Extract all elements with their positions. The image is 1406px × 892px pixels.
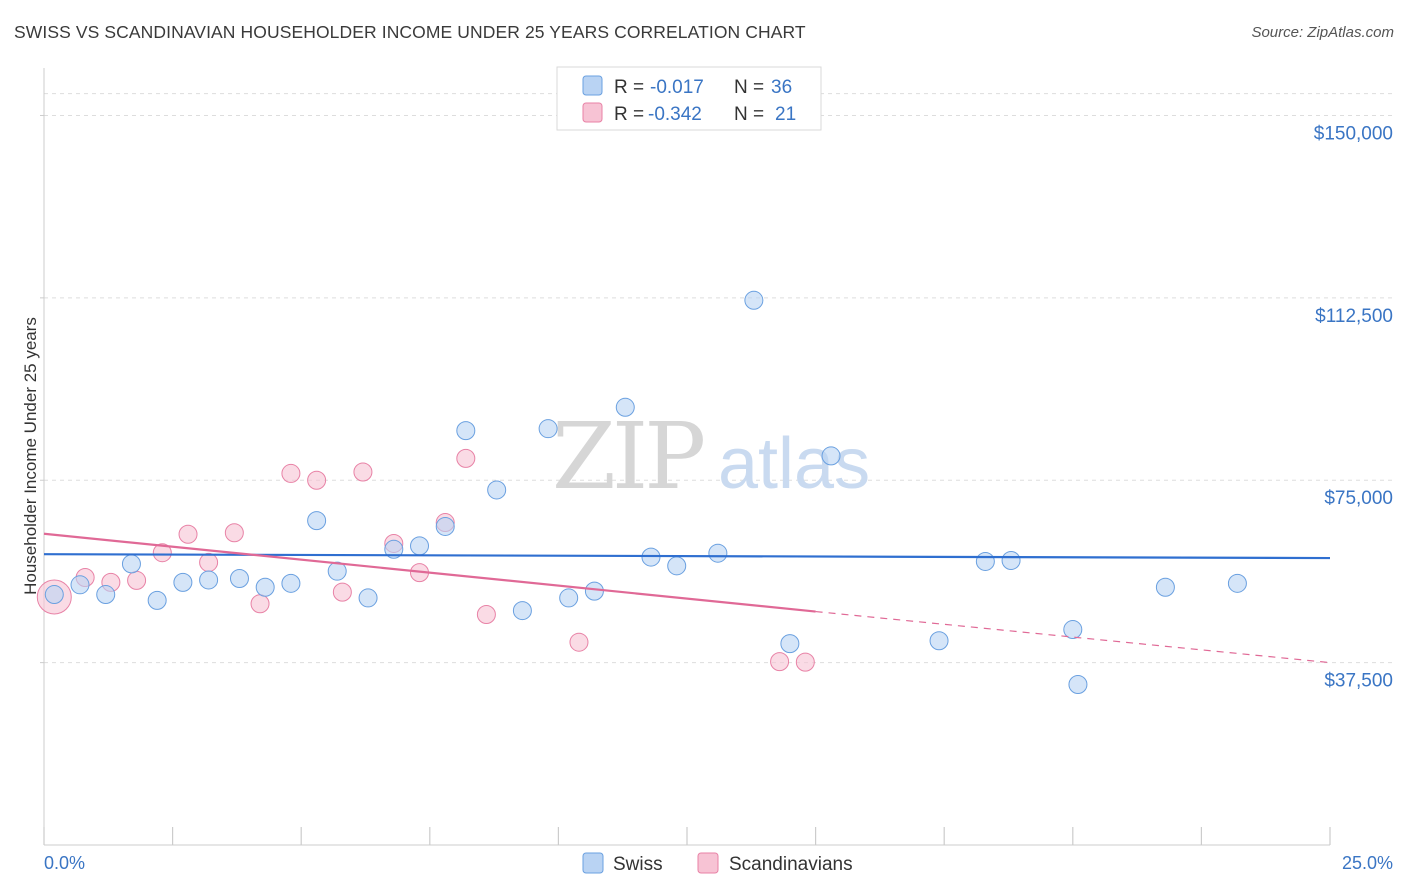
watermark-zip: ZIP <box>552 403 703 510</box>
swiss-point-12 <box>358 588 378 608</box>
swiss-point-19 <box>538 419 558 439</box>
legend-top: R = -0.017 N = 36 R = -0.342 N = 21 <box>556 66 822 131</box>
scand-point-16 <box>456 448 476 468</box>
x-tick-label-min: 0.0% <box>44 853 85 873</box>
chart-title: SWISS VS SCANDINAVIAN HOUSEHOLDER INCOME… <box>14 22 806 42</box>
y-tick-label-1: $75,000 <box>1324 488 1393 509</box>
watermark-atlas: atlas <box>718 424 870 504</box>
scand-trend-line <box>43 532 816 613</box>
scand-point-7 <box>224 523 244 543</box>
swiss-point-14 <box>410 536 430 556</box>
scand-point-4 <box>152 543 172 563</box>
swiss-point-1 <box>70 575 90 595</box>
y-tick-label-3: $150,000 <box>1314 123 1393 144</box>
legend-scand-n-label: N = <box>734 104 764 125</box>
axes <box>40 68 1331 846</box>
scand-point-6 <box>199 552 219 572</box>
swiss-point-25 <box>708 543 728 563</box>
bottom-legend-scand: Scandinavians <box>729 854 853 875</box>
scand-trend-line-dashed <box>815 610 1331 664</box>
legend-swatch-swiss <box>582 75 603 96</box>
legend-scand-n-value: 21 <box>775 104 796 125</box>
scand-point-20 <box>795 652 815 672</box>
swiss-point-34 <box>1155 577 1175 597</box>
legend-swiss-r-value: -0.017 <box>650 77 704 98</box>
watermark: ZIP atlas <box>552 403 870 510</box>
swiss-point-35 <box>1227 573 1247 593</box>
legend-swiss-r-label: R = <box>614 77 644 98</box>
swiss-point-21 <box>584 581 604 601</box>
scand-point-8 <box>250 594 270 614</box>
legend-scand-r-value: -0.342 <box>648 104 702 125</box>
y-axis-label: Householder Income Under 25 years <box>21 317 40 595</box>
source-label: Source: ZipAtlas.com <box>1251 24 1394 41</box>
swiss-point-17 <box>487 480 507 500</box>
swiss-point-16 <box>456 421 476 441</box>
y-tick-label-2: $112,500 <box>1315 306 1393 327</box>
swiss-point-13 <box>384 539 404 559</box>
y-tick-labels: $37,500 $75,000 $112,500 $150,000 <box>1314 123 1393 691</box>
swiss-point-9 <box>281 573 301 593</box>
scand-point-9 <box>281 463 301 483</box>
swiss-trend-line <box>43 553 1331 560</box>
scand-point-17 <box>476 604 496 624</box>
swiss-point-29 <box>929 631 949 651</box>
swiss-points <box>44 290 1247 695</box>
legend-swatch-scand <box>582 102 603 123</box>
legend-swiss-n-label: N = <box>734 77 764 98</box>
bottom-legend-swatch-swiss <box>582 852 604 874</box>
swiss-point-0 <box>44 585 64 605</box>
scand-point-19 <box>770 652 790 672</box>
scand-point-12 <box>353 462 373 482</box>
swiss-point-33 <box>1068 675 1088 695</box>
scand-point-18 <box>569 632 589 652</box>
swiss-point-8 <box>255 577 275 597</box>
swiss-point-10 <box>307 511 327 531</box>
swiss-point-27 <box>780 634 800 654</box>
bottom-legend-swiss: Swiss <box>613 854 663 875</box>
swiss-point-6 <box>199 570 219 590</box>
swiss-point-28 <box>821 446 841 466</box>
scand-point-11 <box>332 582 352 602</box>
legend-scand-r-label: R = <box>614 104 644 125</box>
swiss-point-24 <box>667 556 687 576</box>
swiss-point-30 <box>975 551 995 571</box>
scand-point-10 <box>307 470 327 490</box>
trend-lines <box>43 532 1331 664</box>
swiss-point-11 <box>327 561 347 581</box>
swiss-point-15 <box>435 516 455 536</box>
swiss-point-7 <box>229 568 249 588</box>
x-tick-label-max: 25.0% <box>1342 853 1393 873</box>
swiss-point-3 <box>121 554 141 574</box>
swiss-point-2 <box>96 585 116 605</box>
swiss-point-31 <box>1001 550 1021 570</box>
bottom-legend-swatch-scand <box>697 852 719 874</box>
scand-point-3 <box>127 570 147 590</box>
swiss-point-32 <box>1063 620 1083 640</box>
legend-bottom: Swiss Scandinavians <box>582 852 853 875</box>
swiss-point-4 <box>147 590 167 610</box>
swiss-point-26 <box>744 290 764 310</box>
y-tick-label-0: $37,500 <box>1324 671 1393 692</box>
swiss-point-20 <box>559 588 579 608</box>
swiss-point-5 <box>173 572 193 592</box>
swiss-point-22 <box>615 397 635 417</box>
swiss-point-18 <box>512 601 532 621</box>
scand-point-5 <box>178 524 198 544</box>
legend-swiss-n-value: 36 <box>771 77 792 98</box>
